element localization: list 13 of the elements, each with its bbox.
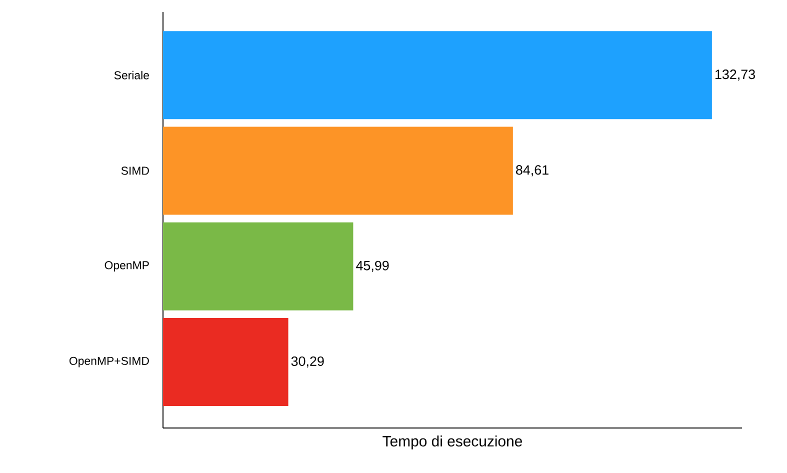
x-axis-title: Tempo di esecuzione [382, 436, 522, 450]
bar [163, 222, 354, 310]
bar [163, 318, 288, 406]
y-tick-label: Seriale [114, 70, 149, 80]
y-tick-label: SIMD [121, 166, 149, 175]
data-label: 84,61 [516, 165, 548, 176]
y-tick-label: OpenMP+SIMD [69, 356, 149, 368]
bar [163, 31, 712, 120]
bar [163, 126, 513, 215]
y-tick-label: OpenMP [104, 261, 149, 272]
data-label: 45,99 [356, 260, 389, 272]
data-label: 132,73 [715, 70, 755, 81]
data-label: 30,29 [291, 356, 324, 368]
